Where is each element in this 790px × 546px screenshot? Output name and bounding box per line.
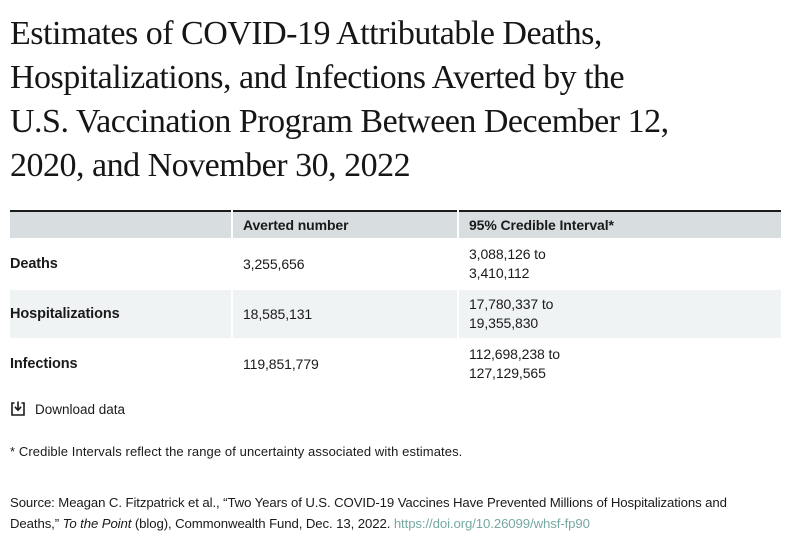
- row-hospitalizations-averted: 18,585,131: [233, 290, 457, 338]
- table-header-credible-interval: 95% Credible Interval*: [459, 210, 781, 238]
- download-data-button[interactable]: Download data: [10, 401, 125, 417]
- row-infections-ci-line2: 127,129,565: [469, 365, 546, 381]
- page-title-line-4: 2020, and November 30, 2022: [10, 147, 411, 184]
- source-text: Source: Meagan C. Fitzpatrick et al., “T…: [10, 495, 727, 531]
- page-title: Estimates of COVID-19 Attributable Death…: [10, 12, 781, 188]
- row-hospitalizations-ci-line2: 19,355,830: [469, 315, 539, 331]
- source-note: Source: Meagan C. Fitzpatrick et al., “T…: [10, 492, 768, 534]
- row-infections-averted: 119,851,779: [233, 340, 457, 388]
- row-hospitalizations-ci-line1: 17,780,337 to: [469, 296, 554, 312]
- row-hospitalizations-label: Hospitalizations: [10, 290, 231, 338]
- row-deaths-label: Deaths: [10, 240, 231, 288]
- source-doi-link[interactable]: https://doi.org/10.26099/whsf-fp90: [393, 516, 590, 531]
- page-title-line-2: Hospitalizations, and Infections Averted…: [10, 59, 625, 96]
- row-hospitalizations-ci: 17,780,337 to 19,355,830: [459, 290, 781, 338]
- row-deaths-ci: 3,088,126 to 3,410,112: [459, 240, 781, 288]
- table-header-averted-number: Averted number: [233, 210, 457, 238]
- download-icon: [10, 401, 26, 417]
- row-deaths-ci-line2: 3,410,112: [469, 265, 530, 281]
- page-title-line-1: Estimates of COVID-19 Attributable Death…: [10, 15, 602, 52]
- data-table: Averted number 95% Credible Interval* De…: [10, 210, 781, 388]
- row-infections-label: Infections: [10, 340, 231, 388]
- download-data-label: Download data: [35, 401, 126, 417]
- page-title-line-3: U.S. Vaccination Program Between Decembe…: [10, 103, 669, 140]
- source-text-2: (blog), Commonwealth Fund, Dec. 13, 2022…: [131, 516, 394, 531]
- source-blog-name: To the Point: [62, 516, 132, 531]
- table-header-empty: [10, 210, 231, 238]
- row-infections-ci-line1: 112,698,238 to: [469, 346, 560, 362]
- footnote: * Credible Intervals reflect the range o…: [10, 444, 463, 459]
- exhibit-container: Estimates of COVID-19 Attributable Death…: [10, 12, 781, 534]
- row-deaths-averted: 3,255,656: [233, 240, 457, 288]
- row-deaths-ci-line1: 3,088,126 to: [469, 246, 546, 262]
- row-infections-ci: 112,698,238 to 127,129,565: [459, 340, 781, 388]
